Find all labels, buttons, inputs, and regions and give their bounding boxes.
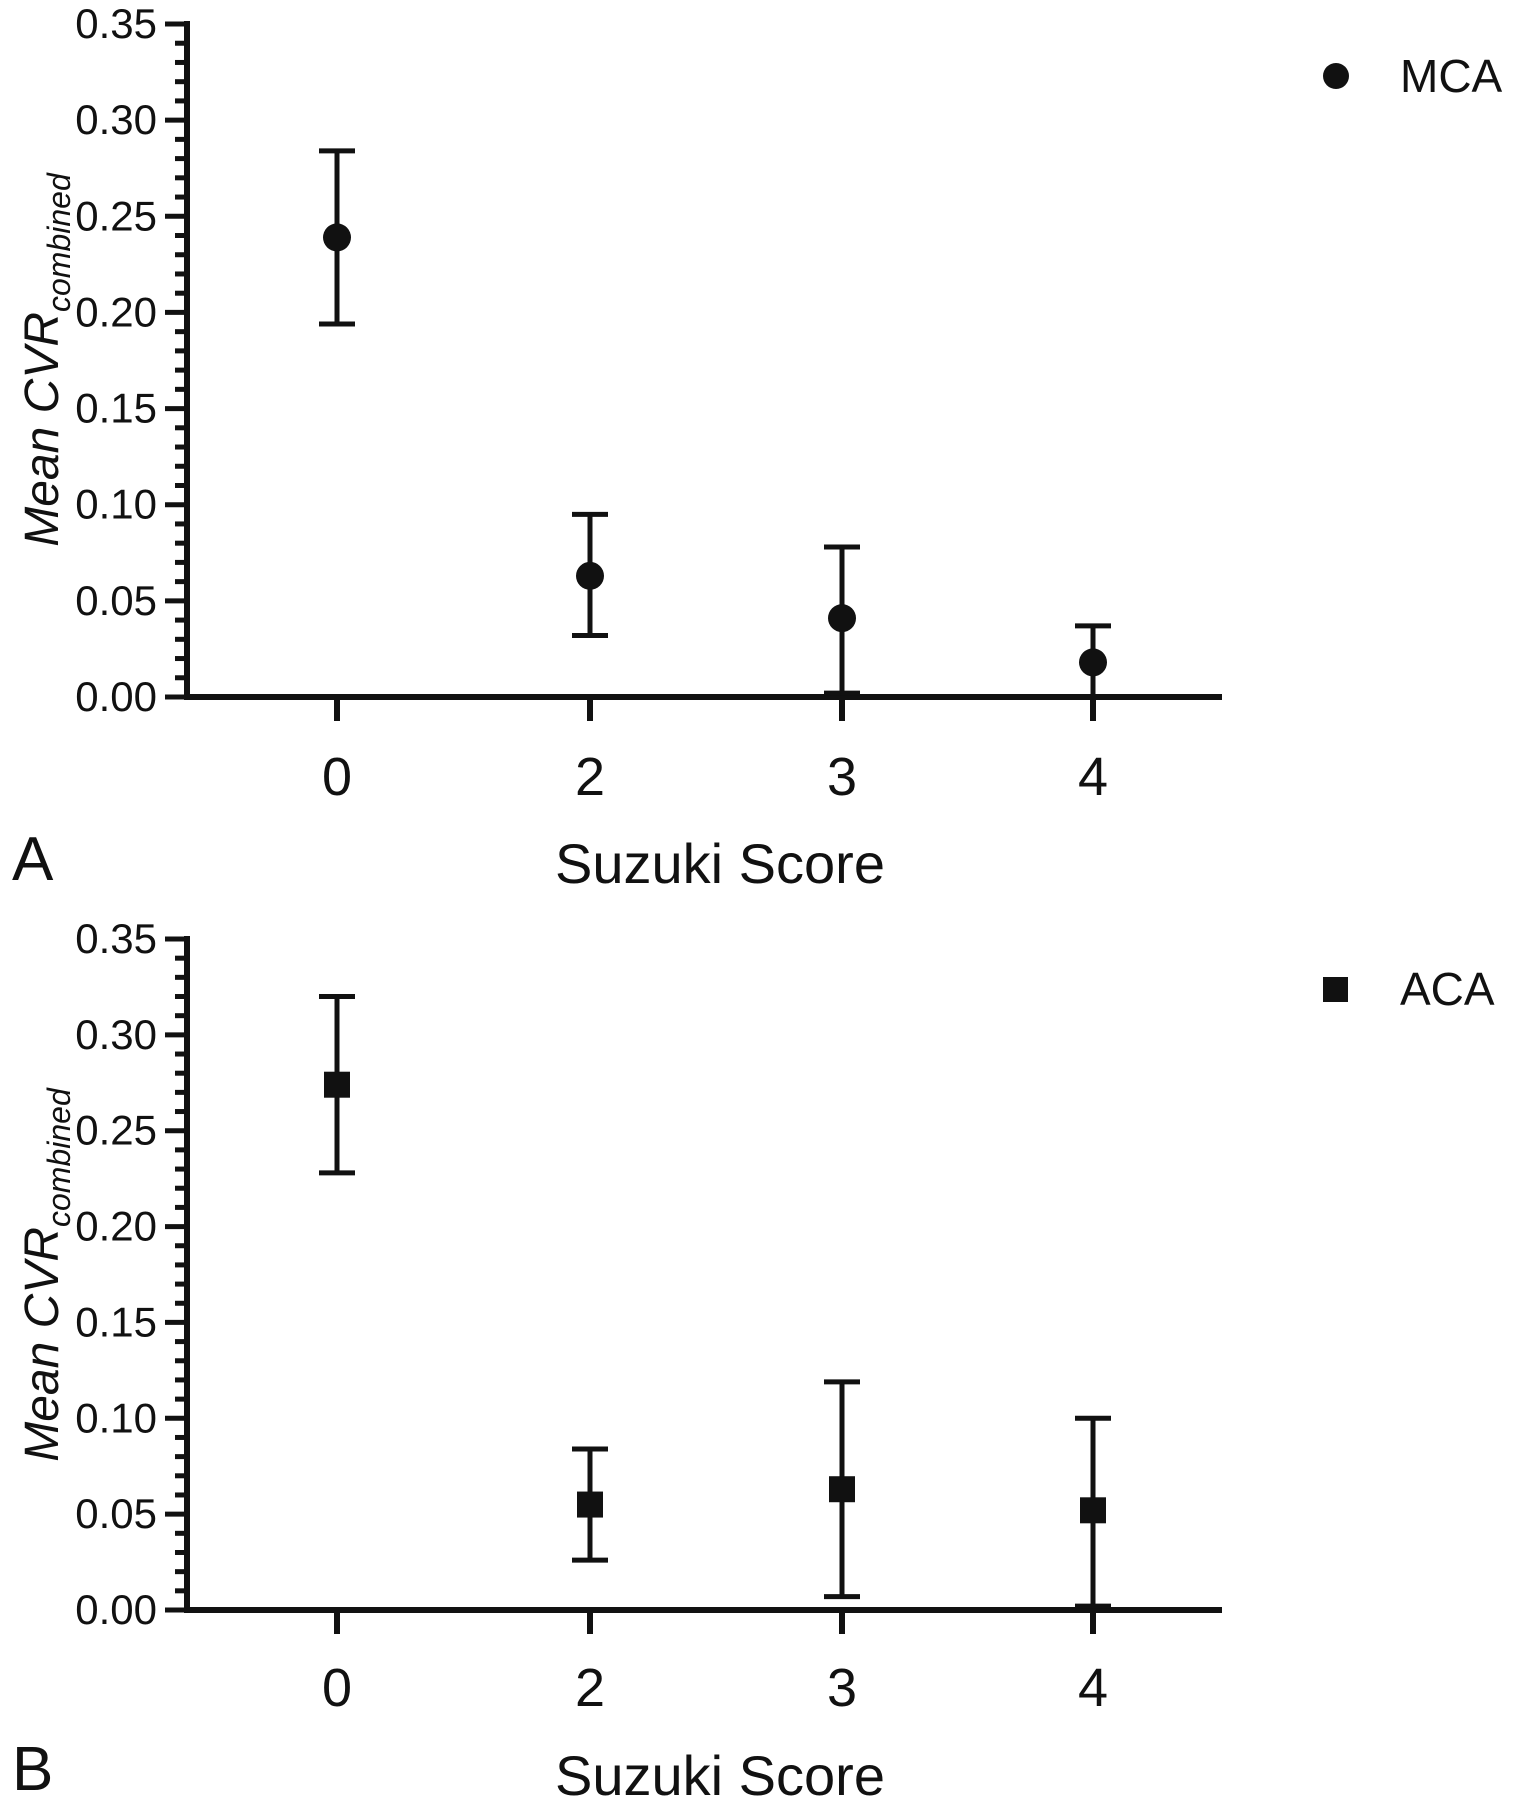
x-tick-label: 0 <box>322 1658 352 1718</box>
y-tick-label: 0.30 <box>75 96 157 143</box>
y-axis-title: Mean CVRcombined <box>16 1087 77 1462</box>
data-point <box>1080 1497 1106 1524</box>
y-tick-label: 0.25 <box>75 192 157 239</box>
y-tick-label: 0.20 <box>75 1203 157 1250</box>
y-tick-label: 0.10 <box>75 481 157 528</box>
y-axis-title-subscript: combined <box>41 172 77 312</box>
legend-label: MCA <box>1400 50 1503 102</box>
y-tick-label: 0.35 <box>75 0 157 47</box>
y-tick-label: 0.00 <box>75 1586 157 1633</box>
x-tick-label: 2 <box>575 747 605 807</box>
panel-b: 0.00 0.05 0.10 0.15 0.20 0.25 0.30 0.35 0 2 3 4 Suzu… <box>12 915 1495 1800</box>
x-tick-label: 0 <box>322 747 352 807</box>
y-tick-label: 0.05 <box>75 577 157 624</box>
data-point <box>828 604 856 633</box>
data-point <box>577 1491 603 1518</box>
y-tick-label: 0.35 <box>75 915 157 962</box>
panel-a: 0.00 0.05 0.10 0.15 0.20 0.25 0.30 0.35 0 2 3 4 Suzu… <box>12 0 1503 895</box>
y-tick-label: 0.30 <box>75 1011 157 1058</box>
y-tick-label: 0.10 <box>75 1394 157 1441</box>
x-tick-label: 2 <box>575 1658 605 1718</box>
x-tick-label: 3 <box>827 747 857 807</box>
data-point <box>324 1071 350 1098</box>
x-axis-title: Suzuki Score <box>555 832 885 895</box>
y-axis-title-main: Mean CVR <box>16 312 69 547</box>
y-axis-title-subscript: combined <box>41 1087 77 1227</box>
y-axis-title-main: Mean CVR <box>16 1227 69 1462</box>
y-tick-label: 0.05 <box>75 1490 157 1537</box>
data-point <box>1079 648 1107 677</box>
data-point <box>829 1476 855 1503</box>
panel-letter: A <box>12 825 54 894</box>
x-tick-label: 3 <box>827 1658 857 1718</box>
x-tick-label: 4 <box>1078 1658 1108 1718</box>
x-tick-label: 4 <box>1078 747 1108 807</box>
panel-letter: B <box>12 1735 53 1800</box>
y-tick-label: 0.15 <box>75 1298 157 1345</box>
data-point <box>323 223 351 252</box>
legend-marker <box>1323 977 1348 1002</box>
y-tick-label: 0.25 <box>75 1107 157 1154</box>
legend-label: ACA <box>1400 963 1495 1015</box>
y-tick-label: 0.20 <box>75 288 157 335</box>
data-point <box>576 561 604 590</box>
y-tick-label: 0.00 <box>75 673 157 720</box>
x-axis-title: Suzuki Score <box>555 1744 885 1800</box>
legend-marker <box>1323 63 1349 89</box>
y-tick-label: 0.15 <box>75 385 157 432</box>
y-axis-title: Mean CVRcombined <box>16 172 77 547</box>
